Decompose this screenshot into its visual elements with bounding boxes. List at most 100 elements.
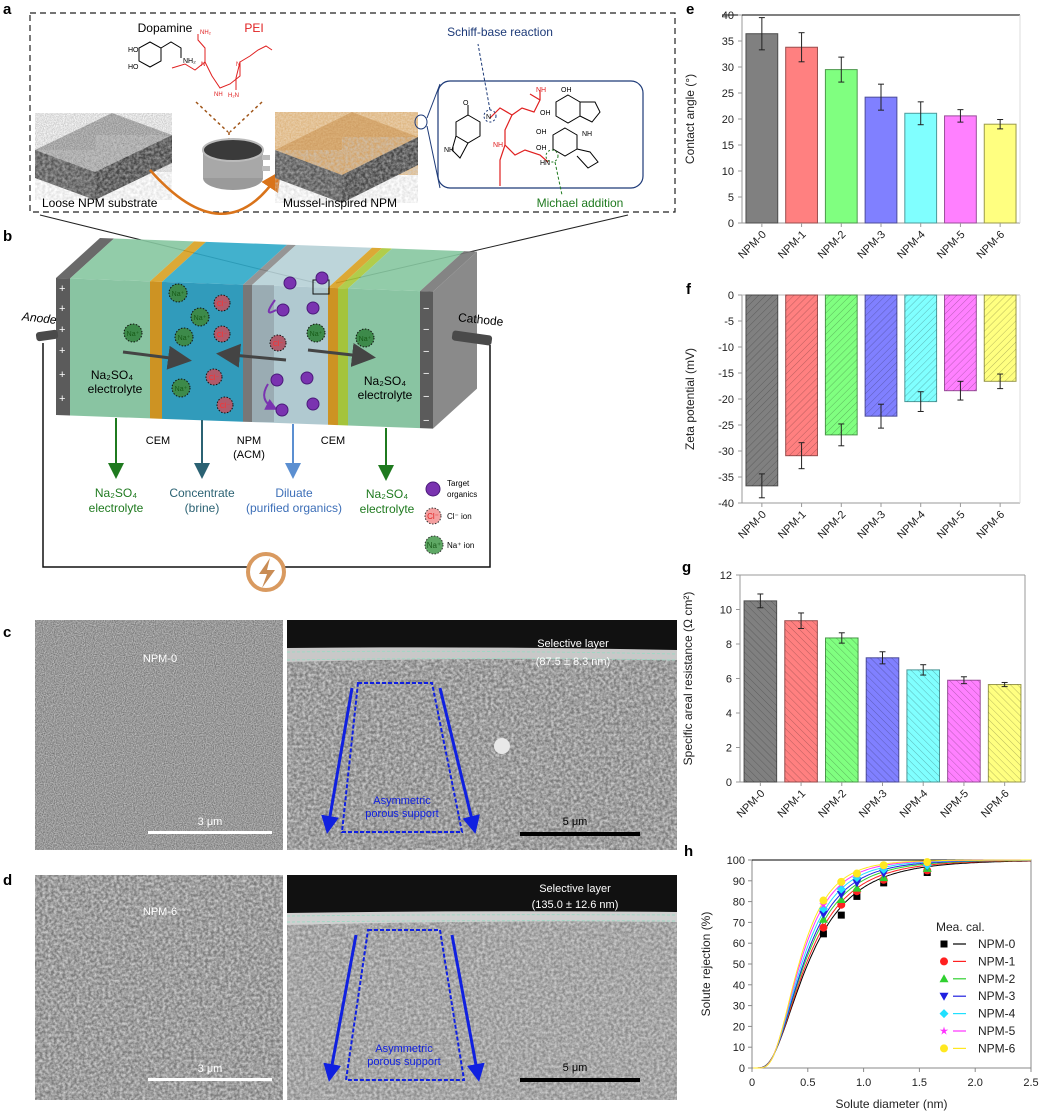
porous-support-outline xyxy=(344,929,466,1081)
pei-label: PEI xyxy=(244,21,263,35)
anode-plate-top xyxy=(56,238,114,279)
schiff-base-label: Schiff-base reaction xyxy=(447,25,553,39)
cl-ion-label: Cl⁻ xyxy=(217,301,228,308)
out-electrolyte-left-word: electrolyte xyxy=(89,501,144,515)
sem-cross-section-npm0: Selective layer (87.5 ± 8.3 nm) Asymmetr… xyxy=(286,620,678,850)
minus-sign: − xyxy=(423,368,429,380)
panel-a-frame xyxy=(29,12,676,213)
chem-ho-1: HO xyxy=(128,47,139,54)
electrolyte-left-word: electrolyte xyxy=(88,382,143,396)
mussel-inspired-npm-block xyxy=(275,112,428,203)
plus-sign: + xyxy=(59,345,65,357)
na-ion xyxy=(171,378,191,398)
sem-surface-npm6: NPM-6 3 μm xyxy=(35,875,283,1100)
cathode-label: Cathode xyxy=(457,310,504,329)
target-organic xyxy=(270,373,284,387)
npm-label: NPM xyxy=(237,435,261,447)
cl-ion xyxy=(213,325,231,343)
na-icon-label: Na⁺ xyxy=(427,541,441,550)
na-ion xyxy=(123,323,143,343)
scale-bar xyxy=(520,1078,640,1082)
power-source-icon xyxy=(246,552,286,592)
anode-terminal xyxy=(35,329,59,342)
cl-ion xyxy=(269,334,287,352)
na-ion xyxy=(174,327,194,347)
chem-nh-right: NH xyxy=(582,131,592,138)
na-ion xyxy=(306,323,326,343)
npm-membrane-front xyxy=(243,284,252,423)
plus-sign: + xyxy=(59,393,65,405)
target-organic xyxy=(275,403,289,417)
legend-organics-1: Target xyxy=(447,479,470,488)
panel-letter-c: c xyxy=(3,624,11,641)
selective-layer-label: Selective layer xyxy=(537,638,609,650)
organics-rejection-arrow-top xyxy=(267,299,277,314)
schiff-pointer xyxy=(477,43,491,111)
cl-ion-icon xyxy=(424,507,442,525)
panel-a: a Dopamine PEI HO HO NH₂ NH₂ N NH N H₂N xyxy=(3,1,676,284)
plus-sign: + xyxy=(59,324,65,336)
target-organic xyxy=(306,301,320,315)
chem-oh-4: OH xyxy=(536,145,547,152)
support-label-1: Asymmetric xyxy=(375,1043,433,1055)
legend-cl: Cl⁻ ion xyxy=(447,512,472,521)
cem-right-top xyxy=(328,247,382,289)
na-ion-label: Na⁺ xyxy=(175,386,188,393)
scale-bar xyxy=(148,831,272,834)
chem-nh-left: NH xyxy=(444,147,454,154)
cl-flux-arrow xyxy=(216,343,287,368)
process-arrow xyxy=(149,169,281,215)
cem-right-label: CEM xyxy=(321,435,345,447)
target-organic xyxy=(283,276,297,290)
panel-d: d NPM-6 3 μm Selective layer (135.0 ± 12… xyxy=(3,872,678,1100)
purified-organics-label: (purified organics) xyxy=(246,501,342,515)
chem-pei-n2: N xyxy=(236,62,240,68)
minus-sign: − xyxy=(423,346,429,358)
michael-pointer xyxy=(554,161,563,196)
legend-organics-2: organics xyxy=(447,490,477,499)
npm-membrane-top xyxy=(243,244,296,286)
cl-icon-label: Cl⁻ xyxy=(427,512,439,521)
scale-bar-label: 5 μm xyxy=(563,816,588,828)
cl-ion-label: Cl⁻ xyxy=(273,341,284,348)
sample-label: NPM-0 xyxy=(143,653,177,665)
chemical-structure-zoom: O N NH NH NH HN OH OH OH OH NH xyxy=(426,80,644,189)
na-ion-label: Na⁺ xyxy=(172,291,185,298)
npm-texture xyxy=(252,285,274,423)
na-ion-icon xyxy=(424,535,444,555)
scale-bar-label: 3 μm xyxy=(198,816,223,828)
na-flux-arrow-right xyxy=(307,343,376,367)
chem-o: O xyxy=(463,100,469,107)
pei-structure: NH₂ N NH N H₂N xyxy=(171,30,273,99)
chem-oh-3: OH xyxy=(536,129,547,136)
cl-ion-label: Cl⁻ xyxy=(209,375,220,382)
minus-sign: − xyxy=(423,415,429,427)
panel-letter-b: b xyxy=(3,228,12,245)
organics-rejection-arrow-bottom xyxy=(263,383,278,410)
asymmetry-arrow-right xyxy=(438,687,480,834)
target-organic xyxy=(315,271,329,285)
cl-ion xyxy=(213,294,231,312)
plus-sign: + xyxy=(59,283,65,295)
target-organics-icon xyxy=(425,481,441,497)
support-label-1: Asymmetric xyxy=(373,795,431,807)
support-label-2: porous support xyxy=(367,1056,440,1068)
selective-layer-label: Selective layer xyxy=(539,883,611,895)
asymmetry-arrow-left xyxy=(321,687,354,834)
chem-nh-mid: NH xyxy=(493,142,503,149)
chem-nh2: NH₂ xyxy=(183,58,196,65)
chem-hn: HN xyxy=(540,160,550,167)
cathode-compartment-front xyxy=(348,288,420,429)
brine-label: (brine) xyxy=(185,501,220,515)
target-organic xyxy=(300,371,314,385)
chem-ho-2: HO xyxy=(128,64,139,71)
electrolyte-right-formula: Na₂SO₄ xyxy=(364,374,406,388)
target-organic xyxy=(306,397,320,411)
diluate-compartment-top xyxy=(252,245,372,288)
cl-ion-label: Cl⁻ xyxy=(217,332,228,339)
cem-left-label: CEM xyxy=(146,435,170,447)
chem-pei-h2n: H₂N xyxy=(228,93,239,99)
chem-oh-2: OH xyxy=(540,110,551,117)
cathode-interface-top xyxy=(338,248,392,289)
